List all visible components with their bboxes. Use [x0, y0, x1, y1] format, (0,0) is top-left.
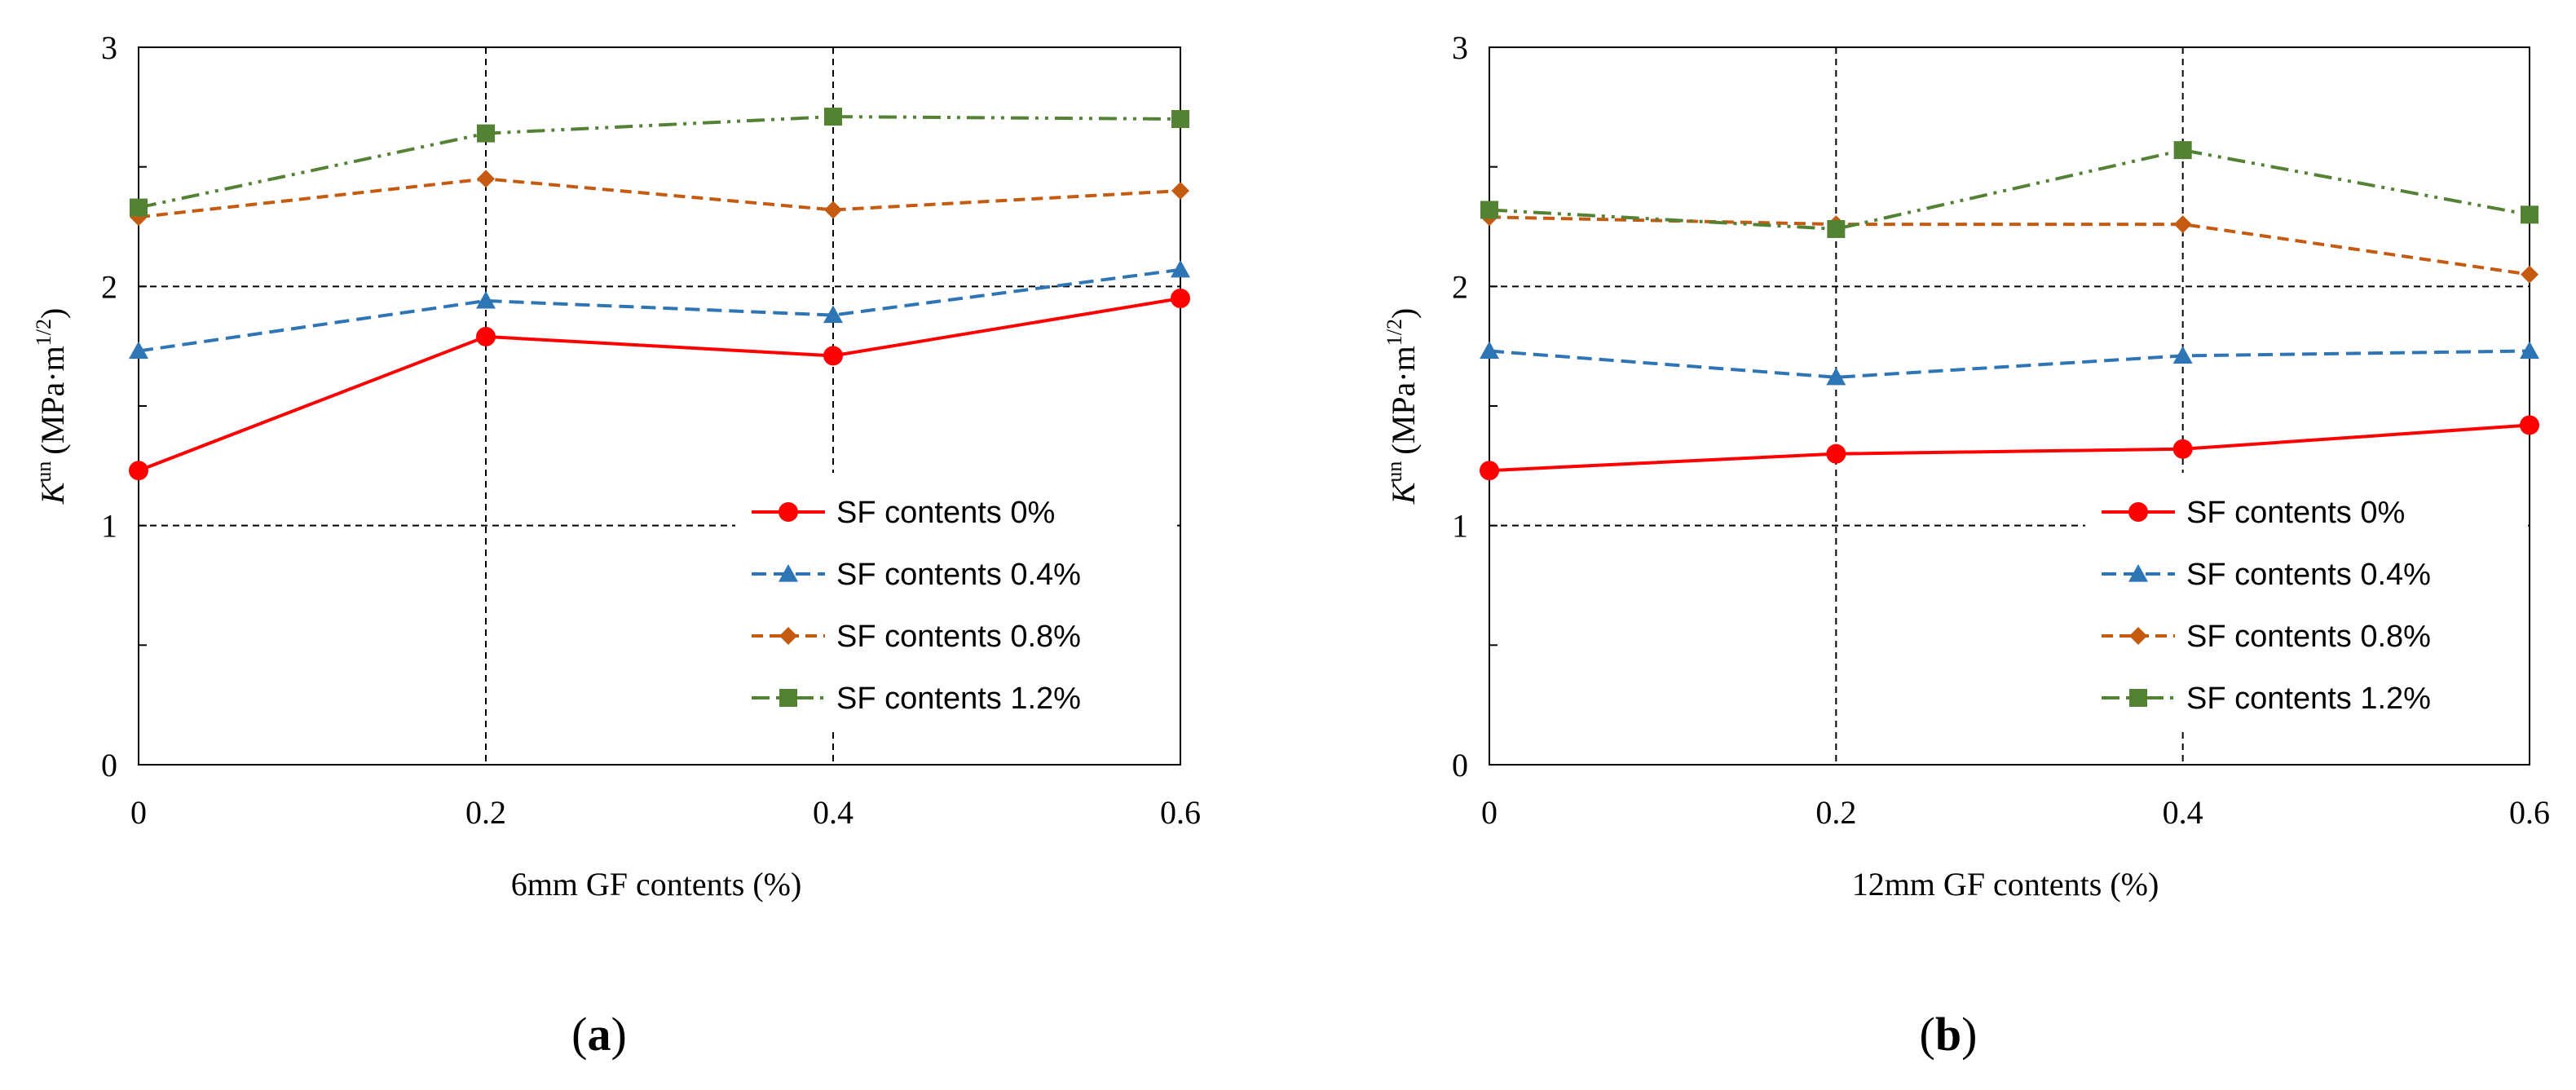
data-point	[823, 346, 843, 366]
panel-label-close: )	[1961, 1008, 1977, 1061]
x-tick-label: 0.2	[1815, 794, 1856, 831]
y-axis-title: Kun (MPa·m1/2)	[1383, 308, 1422, 505]
y-tick-label: 3	[101, 29, 117, 66]
legend-background	[735, 473, 1174, 729]
series-line-2	[138, 267, 1181, 353]
panel-label-open: (	[571, 1008, 587, 1061]
data-point	[2520, 341, 2539, 360]
data-point	[2173, 215, 2192, 234]
panel-label: (b)	[1920, 1008, 1978, 1061]
x-tick-label: 0.6	[1160, 794, 1201, 831]
series-line-2	[1489, 349, 2530, 379]
legend: SF contents 0% SF contents 0.4% SF content…	[735, 473, 1174, 729]
data-point	[2172, 346, 2193, 364]
data-point	[477, 170, 495, 188]
data-point	[2172, 439, 2193, 459]
data-point	[477, 124, 495, 143]
legend-swatch-marker	[779, 502, 798, 522]
data-point	[823, 305, 843, 324]
data-point	[129, 461, 148, 481]
legend-entry: SF contents 0.8%	[2186, 620, 2431, 654]
x-tick-label: 0.4	[813, 794, 854, 831]
y-axis-unit-exponent: 1/2	[1383, 319, 1406, 346]
panel-label-letter: b	[1935, 1008, 1961, 1061]
panel-label: (a)	[571, 1008, 627, 1061]
data-point	[2521, 265, 2539, 284]
data-point	[2521, 205, 2539, 224]
y-axis-title: Kun (MPa·m1/2)	[32, 308, 71, 505]
y-tick-label: 0	[1452, 747, 1468, 783]
data-point	[1826, 444, 1846, 464]
x-tick-label: 0.6	[2509, 794, 2550, 831]
data-point	[2173, 141, 2192, 160]
data-point	[1480, 461, 1499, 481]
y-tick-label: 1	[101, 508, 117, 545]
data-point	[1171, 289, 1190, 308]
legend-entry: SF contents 1.2%	[2186, 682, 2431, 716]
y-axis-unit: (MPa·m	[1385, 346, 1422, 454]
chart-panel-a: 0 1 2 3 0 0.2 0.4 0.6 6mm GF contents (%) Kun (MPa…	[32, 29, 1201, 1061]
y-tick-label: 2	[101, 268, 117, 305]
y-axis-unit-exponent: 1/2	[32, 319, 55, 346]
y-axis-superscript: un	[1383, 461, 1406, 483]
series-line-4	[1489, 148, 2530, 231]
y-axis-unit-close: )	[34, 308, 71, 319]
x-tick-label: 0.4	[2163, 794, 2203, 831]
data-point	[1171, 110, 1189, 128]
data-point	[824, 108, 842, 126]
legend-swatch-marker	[2128, 564, 2148, 582]
x-tick-label: 0	[130, 794, 147, 831]
data-point	[824, 201, 842, 219]
legend-swatch-marker	[2129, 689, 2147, 707]
legend-entry: SF contents 0.8%	[836, 620, 1081, 654]
data-point	[1826, 367, 1846, 386]
legend-entry: SF contents 0.4%	[2186, 558, 2431, 592]
legend-entry: SF contents 0%	[2186, 496, 2405, 530]
data-point	[130, 198, 148, 217]
series-line-1	[1489, 423, 2530, 473]
series-line-4	[138, 115, 1181, 210]
y-axis-unit-close: )	[1385, 308, 1422, 319]
legend-swatch-marker	[779, 689, 797, 707]
legend-entry: SF contents 1.2%	[836, 682, 1081, 716]
x-axis-title: 6mm GF contents (%)	[511, 866, 802, 902]
y-tick-label: 2	[1452, 268, 1468, 305]
panel-label-close: )	[611, 1008, 627, 1061]
x-tick-label: 0.2	[465, 794, 506, 831]
legend-entry: SF contents 0.4%	[836, 558, 1081, 592]
x-tick-label: 0	[1481, 794, 1498, 831]
y-axis-unit: (MPa·m	[34, 346, 71, 454]
data-point	[476, 290, 496, 309]
legend-entry: SF contents 0%	[836, 496, 1055, 530]
data-point	[1827, 219, 1846, 238]
data-point	[2520, 415, 2539, 435]
series-line-3	[138, 177, 1181, 219]
data-point	[476, 326, 496, 346]
legend-swatch-marker	[779, 627, 797, 645]
y-axis-superscript: un	[32, 461, 55, 483]
data-point	[1171, 259, 1190, 278]
data-point	[1480, 201, 1498, 219]
series-line-3	[1489, 215, 2530, 276]
data-point	[129, 341, 148, 360]
legend-swatch-marker	[2128, 502, 2148, 522]
series-line-1	[138, 297, 1181, 473]
legend-swatch-marker	[2129, 627, 2147, 645]
chart-panel-b: 0 1 2 3 0 0.2 0.4 0.6 12mm GF contents (%) Kun (MP…	[1383, 29, 2550, 1061]
legend-background	[2085, 473, 2524, 729]
legend-swatch-marker	[779, 564, 798, 582]
data-point	[1171, 182, 1189, 200]
data-point	[1480, 341, 1499, 360]
y-tick-label: 0	[101, 747, 117, 783]
x-axis-title: 12mm GF contents (%)	[1852, 866, 2159, 902]
y-tick-label: 3	[1452, 29, 1468, 66]
y-tick-label: 1	[1452, 508, 1468, 545]
panel-label-open: (	[1920, 1008, 1935, 1061]
y-axis-symbol: K	[34, 480, 71, 505]
legend: SF contents 0% SF contents 0.4% SF content…	[2085, 473, 2524, 729]
y-axis-symbol: K	[1385, 480, 1422, 505]
panel-label-letter: a	[588, 1008, 611, 1061]
